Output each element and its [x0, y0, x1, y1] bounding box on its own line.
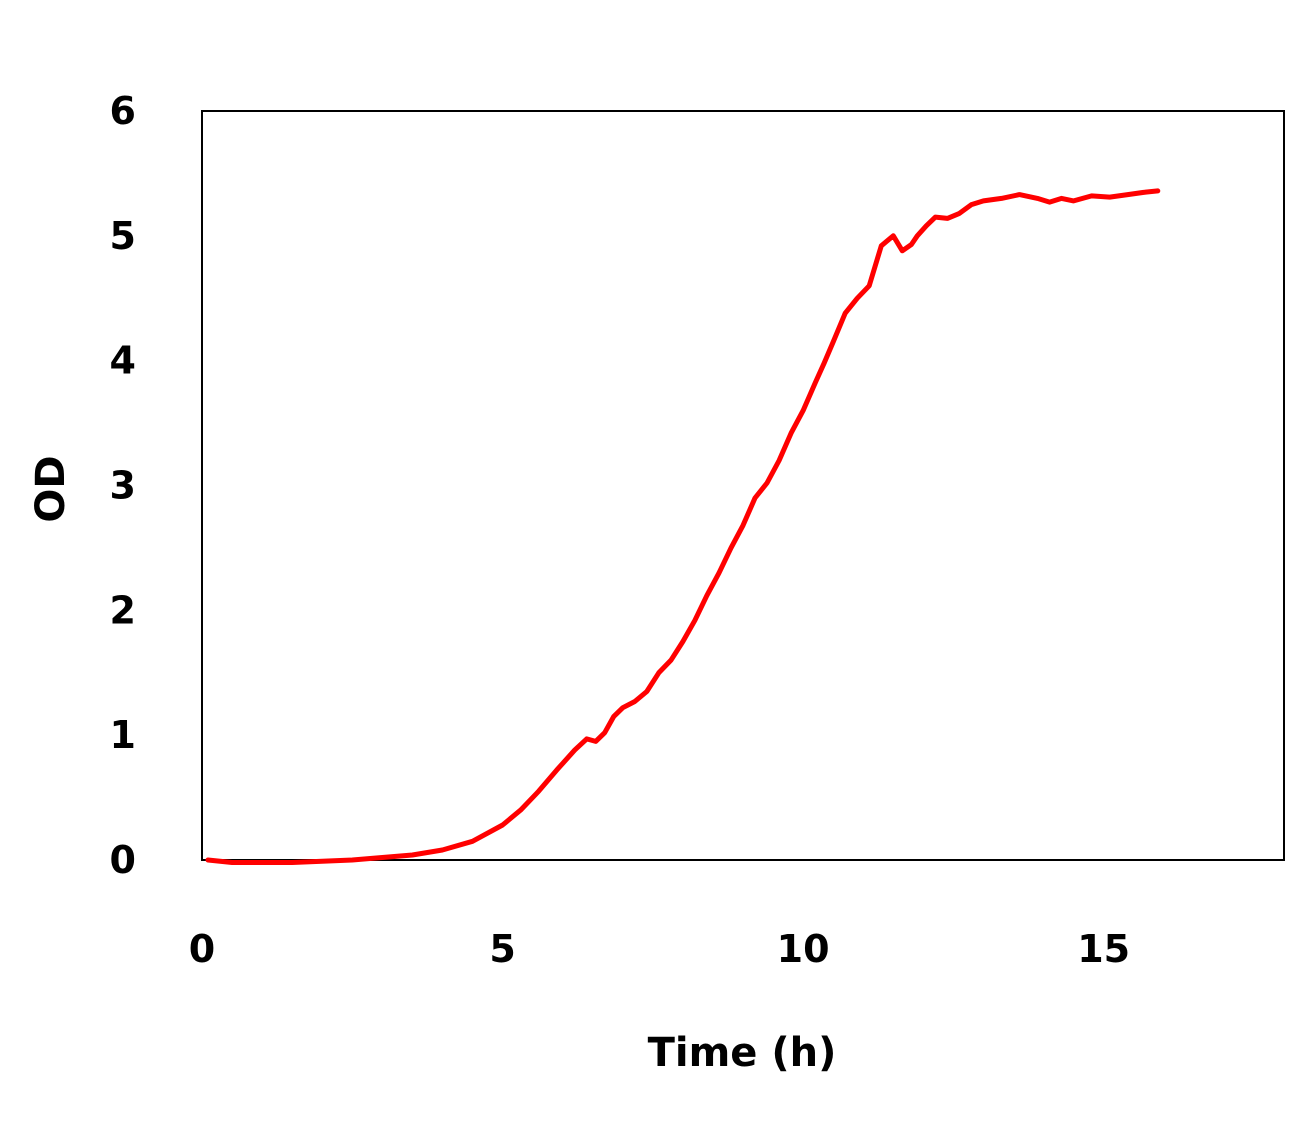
y-tick-label: 0 [110, 838, 136, 882]
plot-area-frame [201, 110, 1285, 861]
y-tick-label: 1 [110, 713, 136, 757]
y-tick-label: 6 [110, 89, 136, 133]
y-tick-label: 2 [110, 588, 136, 632]
x-tick-label: 5 [489, 927, 515, 971]
y-axis-label: OD [28, 455, 74, 522]
x-axis-label: Time (h) [648, 1030, 837, 1076]
x-tick-label: 0 [189, 927, 215, 971]
od-growth-curve [205, 188, 1161, 865]
y-tick-label: 3 [110, 464, 136, 508]
y-tick-label: 4 [110, 339, 136, 383]
y-tick-label: 5 [110, 214, 136, 258]
x-tick-label: 15 [1077, 927, 1130, 971]
x-tick-label: 10 [777, 927, 830, 971]
